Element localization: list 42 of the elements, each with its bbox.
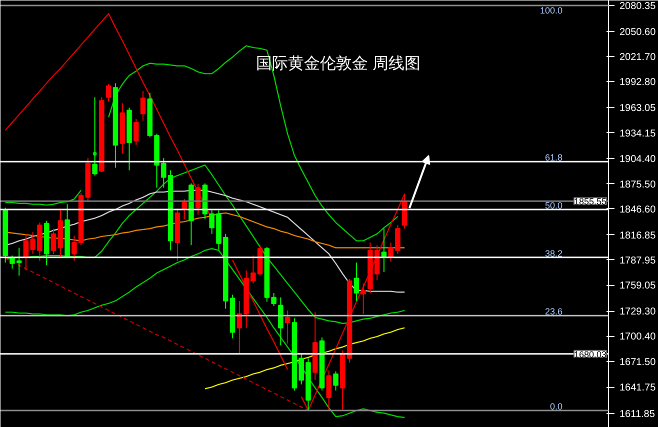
y-tick-label: 1729.30 <box>620 306 656 318</box>
y-tick-label: 1846.60 <box>620 204 656 216</box>
candlestick <box>326 370 332 412</box>
y-tick-label: 2021.70 <box>620 52 656 64</box>
candlestick <box>106 84 112 102</box>
annotation: 38.2 <box>544 248 563 258</box>
candlestick <box>354 262 360 302</box>
annotation: 100.0 <box>540 6 563 16</box>
candlestick <box>360 282 366 314</box>
candlestick <box>140 90 146 122</box>
line-series <box>4 164 406 324</box>
y-tick-label: 1787.95 <box>620 256 656 266</box>
annotation: 61.8 <box>544 152 563 163</box>
y-tick-label: 1875.50 <box>620 179 656 190</box>
annotation: 23.6 <box>544 306 563 317</box>
y-tick-label: 1700.40 <box>620 332 656 343</box>
line-series <box>204 327 406 390</box>
annotation: 0.0 <box>550 402 563 412</box>
candlestick <box>182 198 187 220</box>
y-tick-label: 1611.85 <box>620 408 656 420</box>
line-series <box>4 248 406 418</box>
y-tick-label: 1671.50 <box>620 356 656 368</box>
candlestick <box>278 296 284 346</box>
y-tick-label: 2050.60 <box>620 26 656 38</box>
y-tick-label: 1759.05 <box>620 280 656 292</box>
line-series <box>4 258 309 412</box>
y-tick-label: 1904.40 <box>620 154 656 166</box>
y-tick-label: 2080.35 <box>620 1 656 12</box>
annotation: 50.0 <box>544 200 563 210</box>
candlestick <box>133 118 139 146</box>
text: 国际黄金伦敦金 周线图 <box>256 54 420 72</box>
y-tick-label: 1934.15 <box>620 128 656 140</box>
y-tick-label: 1992.80 <box>620 77 656 88</box>
y-tick-label: 1963.05 <box>620 103 656 114</box>
y-tick-label: 1641.75 <box>620 382 656 394</box>
candlestick <box>381 228 387 273</box>
candlestick <box>284 310 290 344</box>
y-tick-label: 1816.85 <box>620 230 656 242</box>
candlestick <box>50 228 56 254</box>
candlestick <box>402 193 408 230</box>
candlestick <box>271 292 276 307</box>
candlestick <box>333 370 338 392</box>
